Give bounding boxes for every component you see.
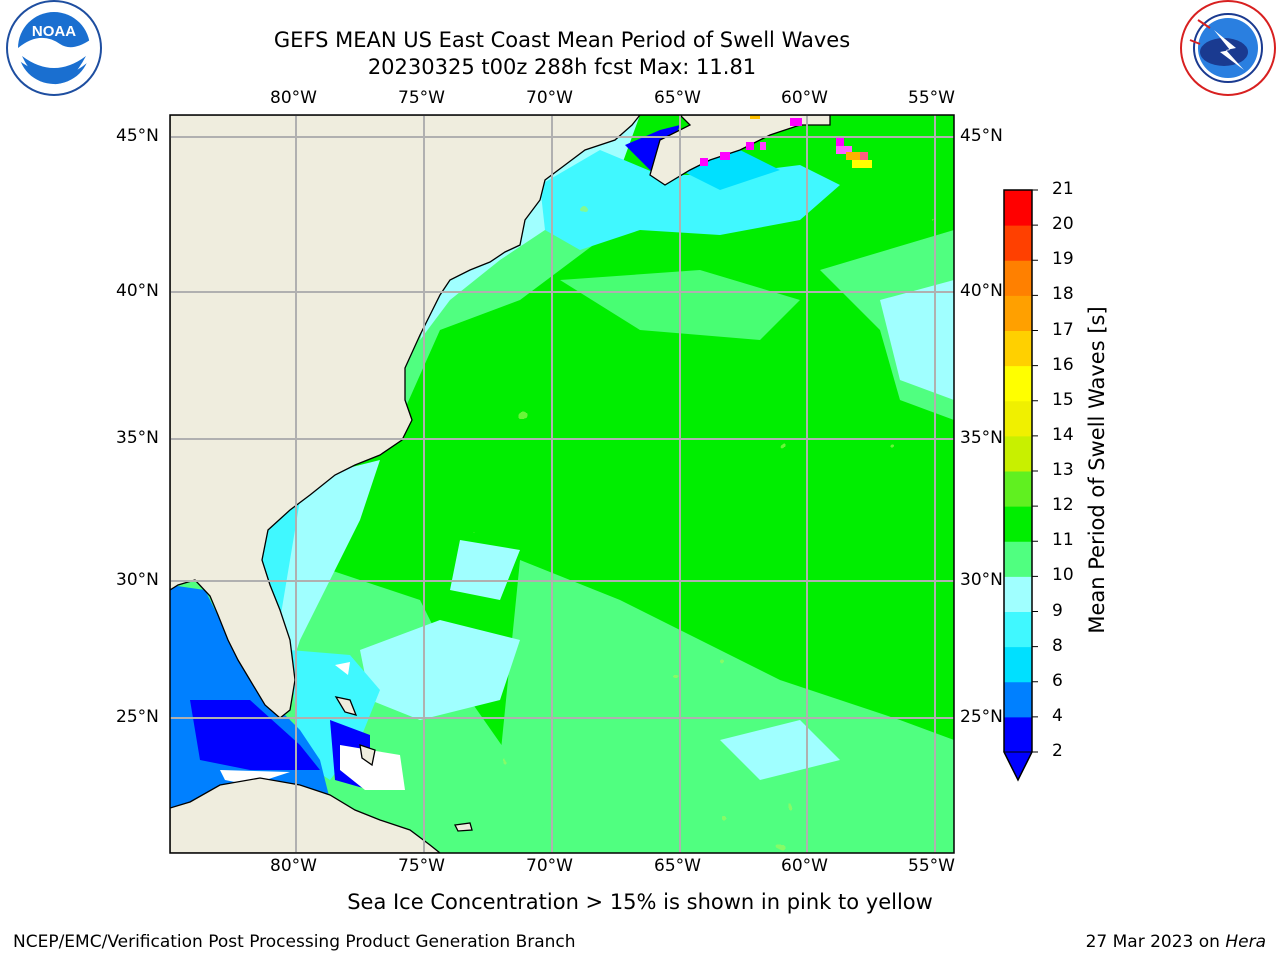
lat-label-left: 25°N xyxy=(116,707,159,727)
colorbar-segment xyxy=(1004,400,1032,437)
colorbar-tick-label: 14 xyxy=(1052,424,1074,445)
colorbar-segment xyxy=(1004,471,1032,507)
footer-date: 27 Mar 2023 on Hera xyxy=(1086,932,1266,952)
lon-label-bottom: 80°W xyxy=(270,856,317,876)
colorbar-segment xyxy=(1004,225,1032,261)
colorbar-segment xyxy=(1004,260,1032,296)
lat-label-left: 40°N xyxy=(116,281,159,301)
colorbar-extend-arrow xyxy=(1003,751,1033,782)
colorbar-tick-label: 20 xyxy=(1052,214,1074,235)
chart-title-line2: 20230325 t00z 288h fcst Max: 11.81 xyxy=(367,55,757,79)
lon-label-bottom: 60°W xyxy=(781,856,828,876)
lat-label-right: 45°N xyxy=(960,126,1003,146)
lon-label-top: 80°W xyxy=(270,88,317,108)
lon-label-top: 60°W xyxy=(781,88,828,108)
colorbar-tick-label: 15 xyxy=(1052,389,1074,410)
lon-label-top: 55°W xyxy=(908,88,955,108)
colorbar xyxy=(1003,189,1038,782)
lon-label-bottom: 55°W xyxy=(908,856,955,876)
lon-label-bottom: 65°W xyxy=(654,856,701,876)
colorbar-tick-label: 16 xyxy=(1052,354,1074,375)
colorbar-tick-label: 10 xyxy=(1052,565,1074,586)
colorbar-segment xyxy=(1004,190,1032,226)
colorbar-tick-label: 12 xyxy=(1052,495,1074,516)
footer-credit: NCEP/EMC/Verification Post Processing Pr… xyxy=(13,932,576,952)
colorbar-label: Mean Period of Swell Waves [s] xyxy=(1085,306,1109,634)
colorbar-tick-label: 2 xyxy=(1052,741,1063,761)
colorbar-segment xyxy=(1004,541,1032,577)
colorbar-segment xyxy=(1004,576,1032,612)
lon-label-top: 65°W xyxy=(654,88,701,108)
swell-period-field xyxy=(170,115,954,853)
colorbar-tick-label: 11 xyxy=(1052,530,1074,551)
colorbar-tick-label: 8 xyxy=(1052,635,1063,656)
lon-label-bottom: 70°W xyxy=(526,856,573,876)
colorbar-segment xyxy=(1004,295,1032,331)
sea-ice-note: Sea Ice Concentration > 15% is shown in … xyxy=(347,890,933,914)
colorbar-tick-label: 21 xyxy=(1052,179,1074,199)
map-frame xyxy=(169,114,955,854)
colorbar-segment xyxy=(1004,506,1032,542)
lat-label-left: 35°N xyxy=(116,428,159,448)
footer-date-text: 27 Mar 2023 on xyxy=(1085,932,1220,952)
colorbar-frame xyxy=(1003,189,1033,782)
lat-label-left: 45°N xyxy=(116,126,159,146)
lat-label-right: 30°N xyxy=(960,570,1003,590)
lat-label-right: 40°N xyxy=(960,281,1003,301)
lon-label-top: 70°W xyxy=(526,88,573,108)
map-gridlines xyxy=(170,115,954,853)
svg-text:NOAA: NOAA xyxy=(32,23,76,40)
colorbar-tick-label: 19 xyxy=(1052,249,1074,270)
footer-host: Hera xyxy=(1225,932,1266,952)
lat-label-right: 35°N xyxy=(960,428,1003,448)
lon-label-bottom: 75°W xyxy=(398,856,445,876)
colorbar-segment xyxy=(1004,681,1032,718)
colorbar-tick-label: 4 xyxy=(1052,705,1063,726)
nws-logo-icon xyxy=(1180,0,1276,96)
colorbar-tick-label: 13 xyxy=(1052,460,1074,480)
colorbar-segment xyxy=(1004,330,1032,367)
lon-label-top: 75°W xyxy=(398,88,445,108)
colorbar-segment xyxy=(1004,716,1032,753)
colorbar-tick-label: 6 xyxy=(1052,670,1063,691)
colorbar-tick-label: 17 xyxy=(1052,319,1074,340)
lat-label-left: 30°N xyxy=(116,570,159,590)
colorbar-segment xyxy=(1004,646,1032,683)
land-masses xyxy=(170,115,831,853)
colorbar-segment xyxy=(1004,611,1032,648)
colorbar-segment xyxy=(1004,365,1032,402)
noaa-logo-icon: NOAA xyxy=(6,0,102,96)
lat-label-right: 25°N xyxy=(960,707,1003,727)
colorbar-segment xyxy=(1004,435,1032,472)
colorbar-tick-label: 9 xyxy=(1052,600,1063,621)
chart-title-line1: GEFS MEAN US East Coast Mean Period of S… xyxy=(273,28,851,52)
sea-ice-cells xyxy=(700,115,872,168)
colorbar-tick-label: 18 xyxy=(1052,284,1074,305)
